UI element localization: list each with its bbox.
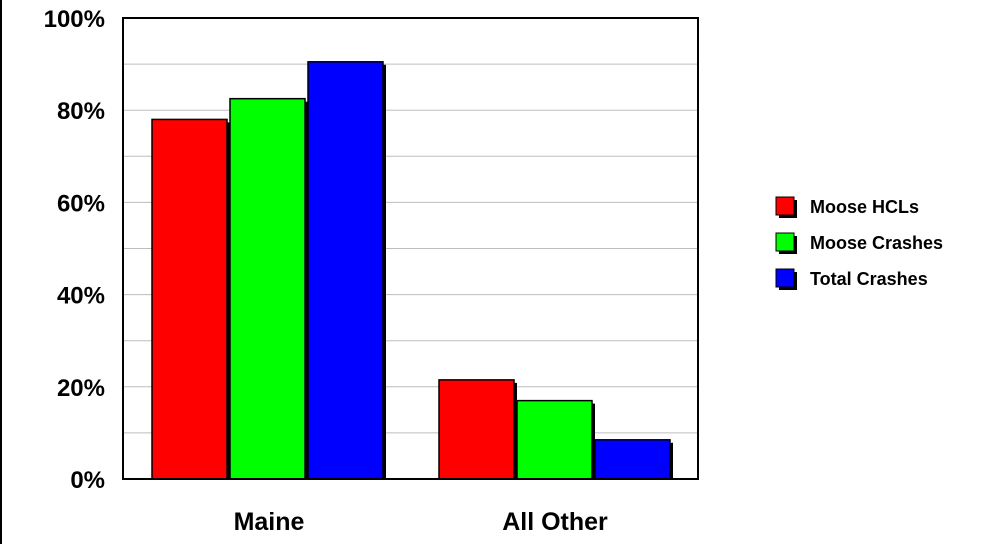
bar-moose-crashes-all-other — [516, 399, 593, 480]
bars — [151, 61, 673, 480]
y-tick-label: 60% — [57, 190, 105, 217]
y-tick-label: 40% — [57, 283, 105, 310]
bar-total-crashes-maine — [307, 61, 384, 480]
legend-label: Moose Crashes — [810, 233, 943, 253]
x-category-label: All Other — [502, 508, 608, 536]
legend-swatch — [775, 196, 795, 216]
legend-swatch — [775, 232, 795, 252]
plot-area-border — [122, 17, 699, 480]
bar-moose-hcls-maine — [151, 118, 228, 480]
x-axis-categories: Maine All Other — [234, 508, 608, 536]
y-tick-label: 100% — [44, 6, 105, 33]
y-tick-label: 0% — [70, 467, 105, 494]
y-tick-label: 80% — [57, 98, 105, 125]
legend: Moose HCLs Moose Crashes Total Crashes — [775, 196, 943, 290]
bar-total-crashes-all-other — [594, 439, 671, 480]
legend-swatch — [775, 268, 795, 288]
bar-moose-crashes-maine — [229, 97, 306, 480]
x-category-label: Maine — [234, 508, 305, 536]
legend-label: Total Crashes — [810, 269, 928, 289]
y-tick-label: 20% — [57, 375, 105, 402]
y-axis-ticks: 0% 20% 40% 60% 80% 100% — [44, 6, 105, 494]
legend-label: Moose HCLs — [810, 197, 919, 217]
bar-moose-hcls-all-other — [438, 379, 515, 480]
